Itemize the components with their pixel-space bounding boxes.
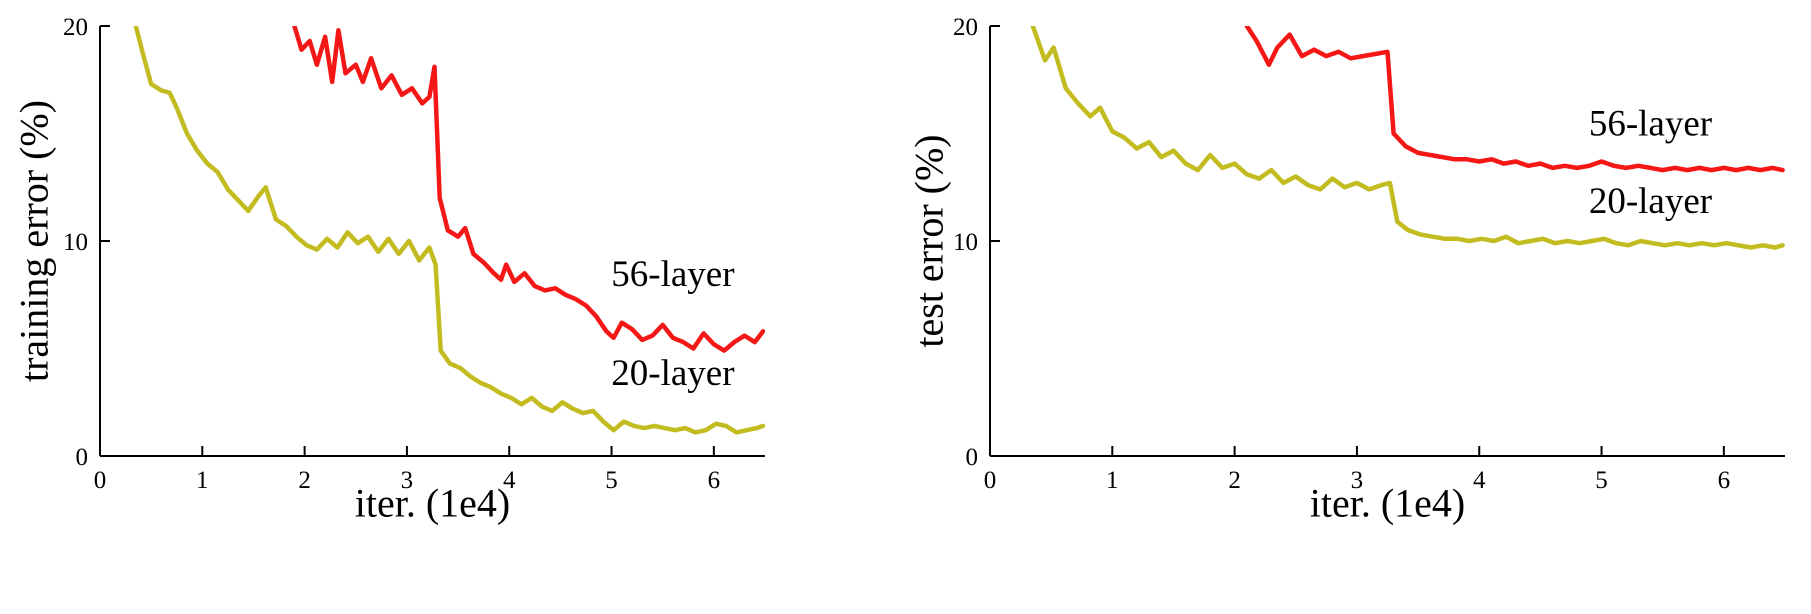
x-tick-label: 6 — [708, 467, 721, 494]
series-line-20-layer — [1030, 26, 1785, 250]
test-error-y-axis-label: test error (%) — [906, 134, 952, 348]
x-tick-label: 4 — [1473, 467, 1486, 494]
training-error-x-axis-label: iter. (1e4) — [354, 480, 511, 526]
y-tick-label: 0 — [76, 444, 89, 471]
x-tick-label: 0 — [94, 467, 107, 494]
annotation-56-layer: 56-layer — [611, 254, 734, 295]
y-tick-label: 10 — [63, 229, 88, 256]
test-error-chart: 0 1 2 3 4 5 6 0 10 20 56-layer 20-layer test error … — [905, 0, 1811, 614]
y-tick-label: 20 — [953, 14, 978, 41]
y-tick-label: 0 — [966, 444, 979, 471]
series-line-56-layer — [292, 26, 765, 353]
x-tick-label: 0 — [984, 467, 997, 494]
training-error-chart: 0 1 2 3 4 5 6 0 10 20 56-layer 20-layer training er… — [0, 0, 905, 614]
training-error-plot: 0 1 2 3 4 5 6 0 10 20 56-layer 20-layer — [63, 14, 765, 494]
x-tick-label: 4 — [503, 467, 516, 494]
x-tick-label: 2 — [298, 467, 311, 494]
x-tick-label: 6 — [1718, 467, 1731, 494]
series-line-20-layer — [133, 26, 765, 435]
annotation-20-layer: 20-layer — [1589, 181, 1712, 222]
x-tick-label: 3 — [1351, 467, 1364, 494]
annotation-56-layer: 56-layer — [1589, 104, 1712, 145]
training-error-y-axis-label: training error (%) — [11, 99, 57, 383]
y-tick-label: 10 — [953, 229, 978, 256]
x-tick-label: 2 — [1228, 467, 1241, 494]
x-tick-label: 1 — [1106, 467, 1119, 494]
y-tick-label: 20 — [63, 14, 88, 41]
test-error-x-axis-label: iter. (1e4) — [1309, 480, 1466, 526]
test-error-plot: 0 1 2 3 4 5 6 0 10 20 56-layer 20-layer — [953, 14, 1785, 494]
series-line-56-layer — [1244, 26, 1785, 173]
x-tick-label: 3 — [401, 467, 414, 494]
x-tick-label: 1 — [196, 467, 209, 494]
x-tick-label: 5 — [1595, 467, 1608, 494]
x-tick-label: 5 — [605, 467, 618, 494]
annotation-20-layer: 20-layer — [611, 353, 734, 394]
